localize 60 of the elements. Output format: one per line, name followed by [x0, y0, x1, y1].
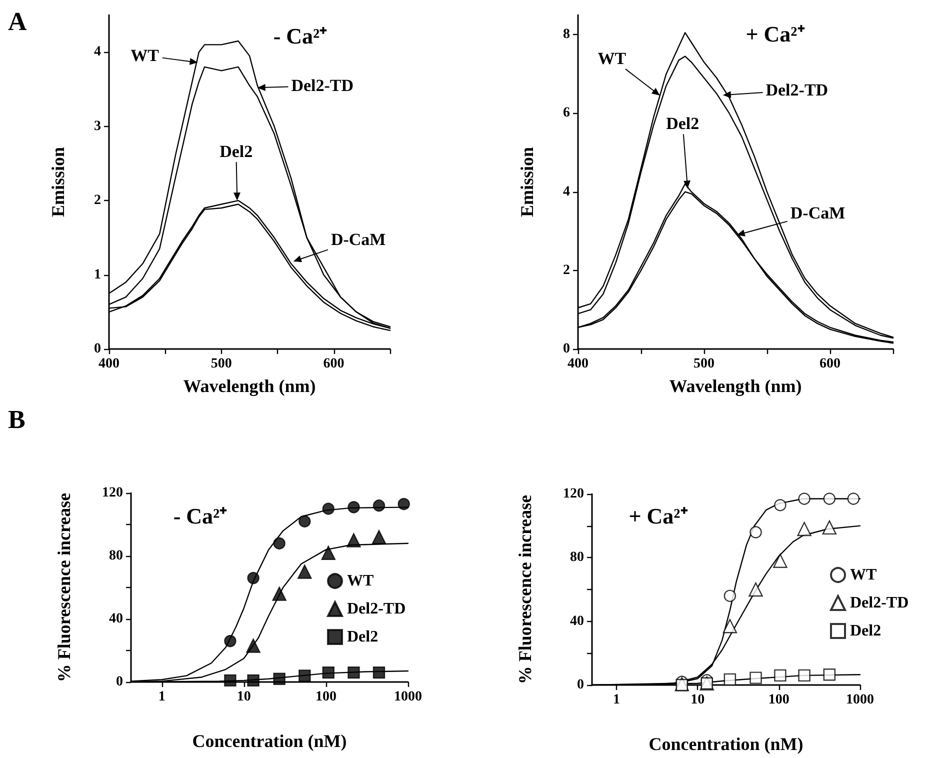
annotation: WT — [598, 49, 627, 68]
text: B — [8, 405, 26, 434]
x-tick-label: 100 — [315, 690, 336, 704]
annotation: Del2-TD — [291, 76, 354, 96]
annotation: Del2 — [666, 114, 700, 134]
legend-label: WT — [347, 572, 374, 590]
y-tick-label: 40 — [570, 614, 584, 629]
text: - Ca²⁺ — [173, 504, 228, 528]
chart-title: + Ca²⁺ — [746, 22, 806, 46]
x-tick-label: 1000 — [394, 690, 422, 704]
x-axis-title: Concentration (nM) — [192, 731, 347, 751]
y-axis-title: Emission — [48, 146, 68, 218]
legend-label: Del2 — [347, 628, 378, 646]
chart-title: + Ca²⁺ — [628, 504, 688, 528]
y-axis-title: % Fluorescence increase — [54, 492, 74, 682]
x-tick-label: 1000 — [846, 692, 874, 708]
y-tick-label: 40 — [109, 612, 123, 626]
x-tick-label: 600 — [820, 356, 840, 372]
y-tick-label: 1 — [94, 267, 101, 282]
y-tick-label: 0 — [94, 342, 101, 356]
x-tick-label: 600 — [323, 356, 344, 372]
annotation: D-CaM — [790, 204, 846, 223]
y-axis-title: Emission — [517, 146, 537, 218]
annotation: Del2 — [220, 142, 253, 162]
annotation: WT — [130, 46, 160, 65]
y-tick-label: 6 — [563, 106, 570, 121]
y-tick-label: 0 — [563, 342, 570, 356]
x-tick-label: 10 — [690, 692, 705, 708]
annotation: Del2-TD — [766, 80, 828, 100]
x-tick-label: 400 — [568, 356, 588, 372]
y-tick-label: 4 — [563, 184, 570, 200]
y-tick-label: 120 — [563, 486, 584, 502]
x-tick-label: 10 — [236, 690, 251, 704]
text: A — [8, 7, 27, 36]
y-axis-title: % Fluorescence increase — [515, 494, 535, 684]
x-tick-label: 1 — [612, 692, 620, 708]
y-tick-label: 2 — [563, 262, 570, 278]
chart-title: - Ca²⁺ — [273, 24, 328, 48]
x-tick-label: 100 — [768, 692, 790, 708]
y-tick-label: 8 — [563, 27, 570, 42]
x-tick-label: 500 — [210, 356, 232, 372]
legend-label: WT — [850, 566, 877, 584]
y-tick-label: 80 — [109, 548, 123, 564]
legend-label: Del2 — [850, 622, 882, 640]
x-tick-label: 400 — [98, 356, 120, 372]
x-tick-label: 1 — [158, 690, 166, 704]
y-tick-label: 0 — [116, 674, 123, 690]
y-tick-label: 80 — [570, 550, 584, 566]
x-axis-title: Wavelength (nm) — [669, 376, 802, 396]
x-axis-title: Concentration (nM) — [648, 734, 804, 754]
y-tick-label: 3 — [94, 118, 101, 134]
legend-label: Del2-TD — [850, 594, 909, 612]
x-tick-label: 500 — [694, 356, 714, 372]
x-axis-title: Wavelength (nm) — [183, 376, 316, 396]
legend-label: Del2-TD — [347, 600, 406, 618]
annotation: D-CaM — [330, 230, 386, 249]
y-tick-label: 2 — [94, 193, 101, 208]
y-tick-label: 120 — [102, 486, 123, 500]
y-tick-label: 4 — [94, 44, 101, 60]
y-tick-label: 0 — [577, 678, 584, 692]
